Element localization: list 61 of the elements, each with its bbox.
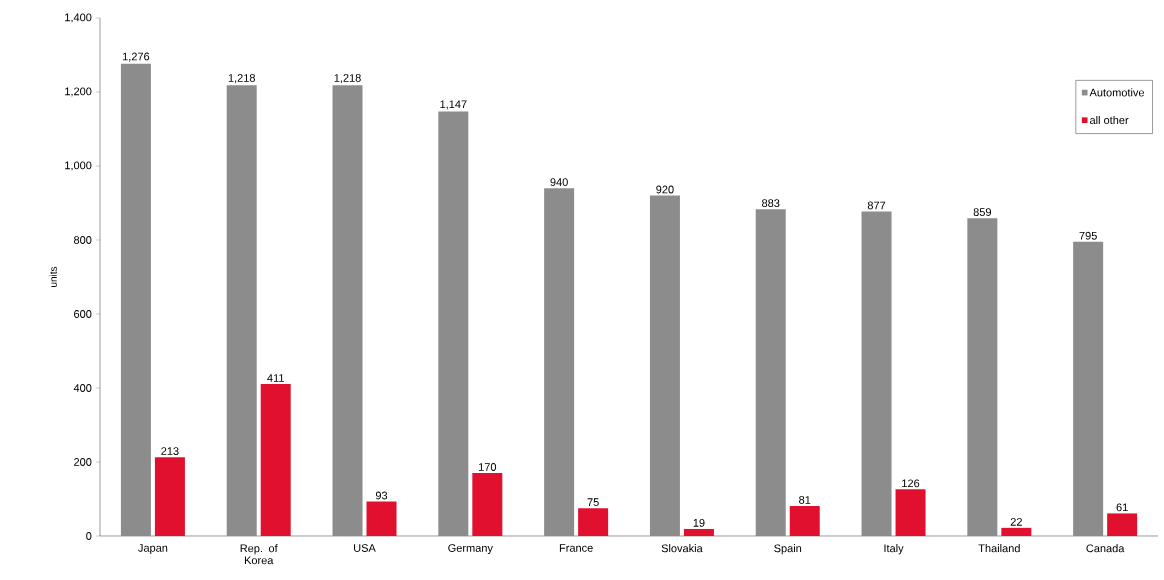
bar [967, 218, 998, 536]
data-label: 940 [550, 178, 568, 186]
data-label: 1,218 [228, 74, 255, 84]
data-label: 877 [867, 201, 886, 210]
x-tick-label: Slovakia [661, 544, 703, 553]
bar [1073, 241, 1104, 536]
data-label: 1,147 [440, 100, 467, 110]
bar [366, 501, 397, 536]
bar [789, 506, 820, 536]
bar [755, 209, 786, 536]
data-label: 81 [799, 496, 811, 504]
data-label: 75 [587, 498, 599, 507]
data-label: 859 [973, 208, 991, 216]
y-axis-title: units [49, 266, 57, 287]
y-tick-label: 1,200 [65, 87, 92, 97]
x-tick-label: Thailand [978, 544, 1020, 553]
bar [683, 528, 714, 536]
bar [472, 473, 503, 536]
data-label: 883 [762, 199, 780, 208]
data-label: 920 [656, 185, 674, 194]
x-tick-label: Germany [448, 544, 493, 555]
bar [154, 457, 185, 536]
data-label: 213 [161, 447, 179, 455]
bar [544, 188, 575, 536]
data-label: 126 [902, 479, 920, 488]
x-tick-label: Rep. of Korea [240, 544, 278, 565]
y-tick-label: 1,400 [65, 13, 92, 23]
data-label: 795 [1079, 231, 1097, 240]
data-label: 411 [267, 374, 284, 382]
bar [895, 489, 926, 536]
legend-label: Automotive [1089, 88, 1145, 97]
data-label: 93 [375, 491, 388, 500]
data-label: 22 [1010, 517, 1022, 526]
bar [332, 85, 363, 536]
data-label: 170 [478, 463, 497, 471]
bar [861, 211, 892, 536]
bar [260, 383, 291, 536]
x-tick-label: Japan [138, 544, 168, 554]
x-tick-label: Italy [884, 544, 904, 555]
y-tick-label: 1,000 [65, 161, 92, 171]
data-label: 61 [1116, 503, 1128, 512]
x-tick-label: France [559, 544, 593, 552]
data-label: 1,276 [122, 52, 150, 62]
bar [226, 85, 257, 536]
x-tick-label: Spain [774, 544, 802, 555]
bar [438, 111, 469, 536]
bar [120, 63, 151, 536]
y-tick-label: 0 [86, 532, 92, 540]
data-label: 1,218 [334, 74, 361, 84]
bar [1001, 527, 1032, 536]
x-tick-label: USA [354, 544, 376, 552]
data-label: 19 [693, 518, 705, 527]
y-tick-label: 600 [74, 310, 92, 318]
legend-label: all other [1090, 115, 1129, 125]
bar [649, 195, 680, 536]
y-tick-label: 200 [74, 458, 92, 466]
bar [578, 508, 609, 536]
y-tick-label: 400 [73, 384, 92, 392]
bar [1107, 513, 1138, 536]
x-tick-label: Canada [1086, 544, 1125, 553]
y-tick-label: 800 [73, 236, 92, 244]
